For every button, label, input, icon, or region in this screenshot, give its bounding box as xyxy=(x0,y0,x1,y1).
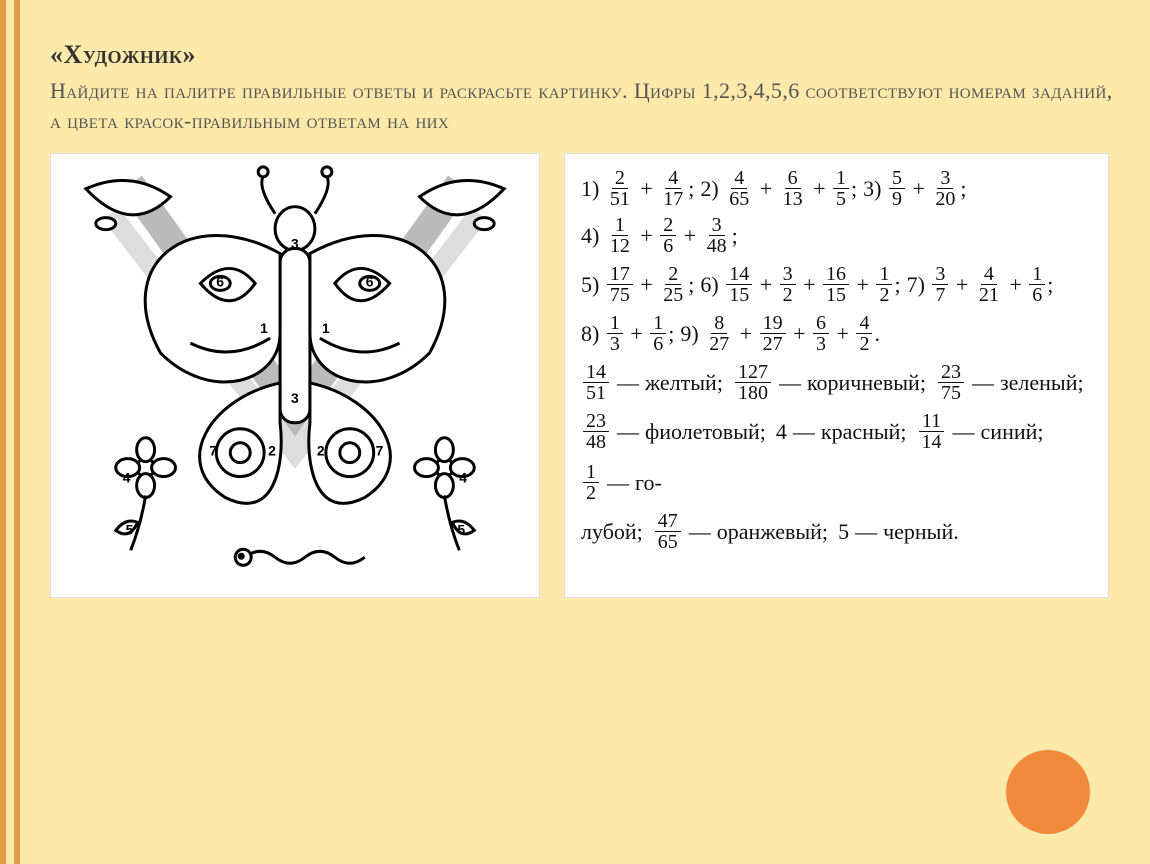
answer-1-2: 1114—синий; xyxy=(917,411,1044,452)
label-7r: 7 xyxy=(376,443,384,459)
label-4r: 4 xyxy=(459,470,467,486)
panels-row: 6 6 3 1 1 3 7 2 2 7 4 4 5 5 1) 251 + xyxy=(50,153,1120,598)
label-3b: 3 xyxy=(291,390,299,406)
label-1r: 1 xyxy=(322,321,330,337)
answer-1-3: 12—го- xyxy=(581,462,662,503)
label-1l: 1 xyxy=(260,321,268,337)
answer-2-1: 5—черный. xyxy=(838,515,959,549)
butterfly-illustration: 6 6 3 1 1 3 7 2 2 7 4 4 5 5 xyxy=(51,153,539,598)
answers-list: 1451—желтый; 127180—коричневый; 2375—зел… xyxy=(581,362,1092,552)
page-subtitle: Найдите на палитре правильные ответы и р… xyxy=(50,76,1120,135)
accent-bar-2 xyxy=(14,0,20,864)
equations-panel: 1) 251 + 417; 2) 465 + 613 + 15; 3) 59 +… xyxy=(564,153,1109,598)
label-2l: 2 xyxy=(268,443,276,459)
problem-7: 7) 37 + 421 + 16; xyxy=(907,264,1054,305)
answer-0-0: 1451—желтый; xyxy=(581,362,723,403)
label-6l: 6 xyxy=(216,274,224,290)
problem-4: 4) 112 + 26 + 348; xyxy=(581,215,738,256)
page-title: «Художник» xyxy=(50,40,1120,70)
problem-9: 9) 827 + 1927 + 63 + 42. xyxy=(680,313,880,354)
problem-3: 3) 59 + 320; xyxy=(863,168,966,209)
accent-bar-1 xyxy=(0,0,6,864)
label-5r: 5 xyxy=(457,522,465,538)
problem-2: 2) 465 + 613 + 15; xyxy=(700,168,857,209)
illustration-panel: 6 6 3 1 1 3 7 2 2 7 4 4 5 5 xyxy=(50,153,540,598)
problems-list: 1) 251 + 417; 2) 465 + 613 + 15; 3) 59 +… xyxy=(581,168,1092,354)
answer-cont: лубой; xyxy=(581,515,643,549)
problem-1: 1) 251 + 417; xyxy=(581,168,694,209)
answer-0-2: 2375—зеленый; xyxy=(936,362,1084,403)
label-2r: 2 xyxy=(317,443,325,459)
answer-0-1: 127180—коричневый; xyxy=(733,362,926,403)
answer-2-0: 4765—оранжевый; xyxy=(653,511,828,552)
label-4l: 4 xyxy=(123,470,131,486)
label-6r: 6 xyxy=(366,274,374,290)
slide-content: «Художник» Найдите на палитре правильные… xyxy=(50,40,1120,598)
problem-5: 5) 1775 + 225; xyxy=(581,264,694,305)
label-5l: 5 xyxy=(126,522,134,538)
problem-8: 8) 13 + 16; xyxy=(581,313,674,354)
decor-circle xyxy=(1006,750,1090,834)
answer-1-1: 4—красный; xyxy=(776,415,907,449)
label-3h: 3 xyxy=(291,236,299,252)
label-7l: 7 xyxy=(209,443,217,459)
answer-1-0: 2348—фиолетовый; xyxy=(581,411,766,452)
problem-6: 6) 1415 + 32 + 1615 + 12; xyxy=(700,264,900,305)
